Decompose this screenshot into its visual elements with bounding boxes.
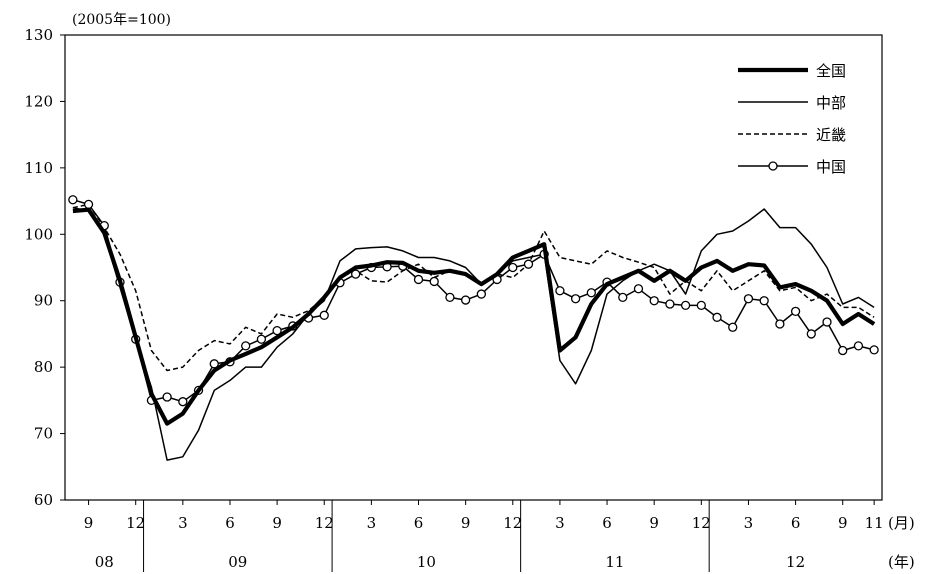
series-point-中国: [508, 262, 518, 273]
unit-note: (2005年=100): [72, 12, 171, 28]
series-point-中国: [445, 292, 455, 303]
y-tick-label: 60: [34, 491, 53, 509]
series-point-中国: [618, 292, 628, 303]
series-point-中国: [633, 284, 644, 294]
month-tick-label: 11: [865, 514, 884, 532]
legend-label: 中部: [816, 94, 846, 112]
series-point-中国: [256, 334, 267, 344]
y-tick-label: 90: [34, 292, 53, 310]
month-tick-label: 3: [367, 514, 377, 532]
legend-marker-中国: [768, 161, 778, 171]
series-point-中国: [241, 341, 251, 351]
month-tick-label: 6: [225, 514, 235, 532]
y-tick-label: 120: [24, 92, 53, 110]
month-tick-label: 12: [692, 514, 711, 532]
series-point-中国: [728, 322, 738, 332]
series-line-中部: [72, 206, 875, 461]
series-point-中国: [806, 329, 816, 339]
month-tick-label: 12: [315, 514, 334, 532]
plot-frame: [64, 34, 883, 501]
y-tick-label: 110: [24, 159, 53, 177]
year-label: 12: [786, 553, 805, 571]
y-tick-label: 70: [34, 425, 53, 443]
series-point-中国: [351, 269, 361, 279]
series-point-中国: [429, 276, 439, 287]
y-tick-label: 100: [24, 225, 53, 243]
series-point-中国: [272, 325, 282, 336]
month-tick-label: 6: [791, 514, 801, 532]
legend-label: 近畿: [816, 126, 846, 144]
year-label: 08: [95, 553, 114, 571]
y-tick-label: 130: [24, 26, 53, 44]
month-tick-label: 9: [272, 514, 282, 532]
series-point-中国: [523, 259, 534, 269]
month-tick-label: 3: [744, 514, 754, 532]
series-point-中国: [586, 288, 596, 298]
plot-area: 60 70 80 90 100 110 120 130 9 12 3 6 9 12 3 6 9 12 3 6 9 12 3 6…: [24, 26, 884, 572]
series-point-中国: [853, 341, 864, 351]
month-axis-label: (月): [888, 514, 915, 532]
series-line-近畿: [72, 203, 875, 372]
series-point-中国: [665, 299, 675, 309]
series-point-中国: [555, 286, 565, 296]
month-tick-label: 6: [414, 514, 424, 532]
series-point-中国: [696, 300, 706, 311]
month-tick-label: 6: [602, 514, 612, 532]
series-point-中国: [83, 199, 94, 210]
legend-label: 中国: [816, 158, 846, 176]
month-tick-label: 12: [503, 514, 522, 532]
series-point-中国: [743, 294, 754, 304]
month-tick-label: 3: [555, 514, 565, 532]
series-point-中国: [712, 312, 722, 322]
series-point-中国: [775, 319, 785, 329]
month-tick-label: 9: [649, 514, 659, 532]
month-tick-label: 9: [84, 514, 94, 532]
series-point-中国: [413, 274, 424, 285]
month-tick-label: 9: [838, 514, 848, 532]
year-label: 09: [228, 553, 247, 571]
legend-label: 全国: [816, 62, 846, 80]
y-tick-label: 80: [34, 358, 53, 376]
series-point-中国: [869, 345, 879, 355]
series-point-中国: [460, 295, 471, 305]
month-tick-label: 3: [178, 514, 188, 532]
year-label: 10: [417, 553, 436, 571]
month-tick-label: 12: [126, 514, 145, 532]
series-point-中国: [570, 294, 581, 304]
series-point-中国: [68, 195, 78, 205]
series-point-中国: [476, 289, 487, 299]
year-label: 11: [605, 553, 624, 571]
series-line-全国: [72, 207, 876, 426]
series-point-中国: [790, 306, 801, 316]
year-axis-label: (年): [888, 553, 915, 571]
series-point-中国: [838, 345, 848, 356]
series-point-中国: [680, 300, 691, 311]
series-point-中国: [822, 317, 832, 327]
series-line-中国: [72, 198, 875, 403]
series-point-中国: [319, 310, 329, 320]
series-point-中国: [649, 296, 659, 306]
series-point-中国: [178, 397, 188, 407]
series-point-中国: [162, 392, 172, 402]
month-tick-label: 9: [461, 514, 471, 532]
series-point-中国: [209, 359, 219, 369]
series-point-中国: [759, 296, 769, 306]
